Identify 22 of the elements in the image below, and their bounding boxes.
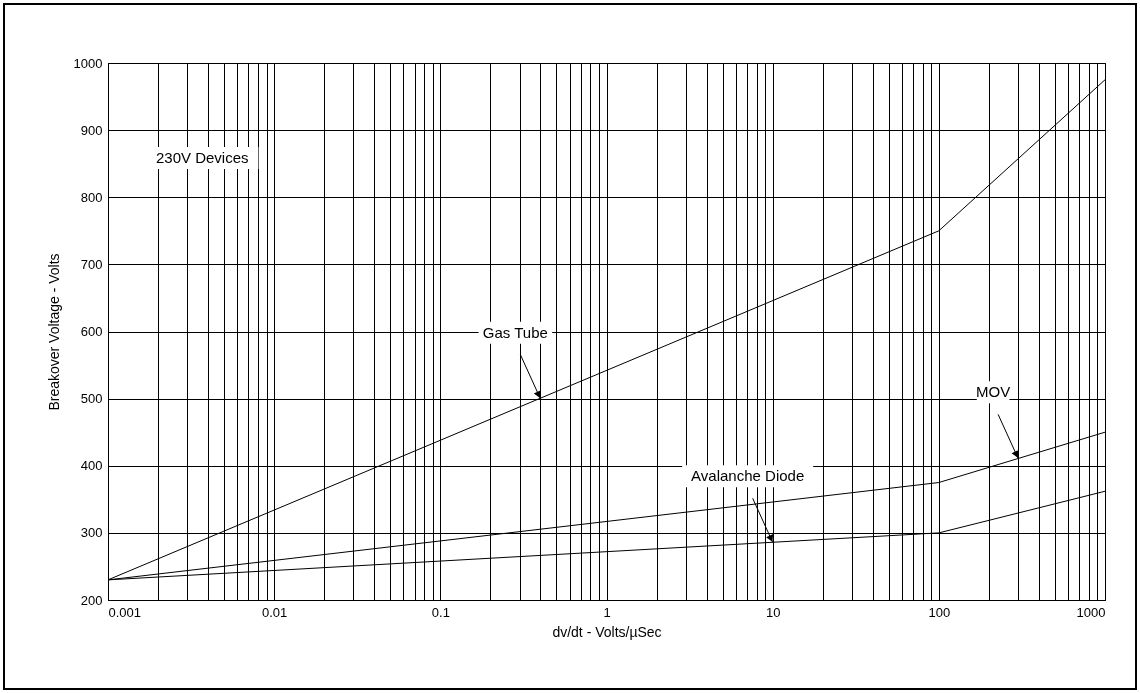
annotation: 230V Devices [156,149,249,166]
y-tick-label: 800 [80,189,103,205]
y-tick-label: 500 [80,391,103,407]
y-tick-label: 200 [80,592,103,608]
annotation: MOV [976,383,1011,401]
annotation: Avalanche Diode [691,467,805,485]
annotation: Gas Tube [482,323,548,341]
x-tick-label: 0.1 [431,604,450,620]
y-tick-label: 900 [80,122,103,138]
x-tick-label: 1000 [1076,604,1106,620]
y-tick-label: 700 [80,256,103,272]
x-tick-label: 0.001 [108,604,142,620]
x-tick-label: 0.01 [262,604,288,620]
x-tick-label: 100 [928,604,951,620]
x-tick-label: 1 [603,604,611,620]
y-tick-label: 1000 [73,55,103,71]
y-axis-title: Breakover Voltage - Volts [45,253,62,411]
y-tick-label: 600 [80,324,103,339]
y-tick-label: 400 [80,458,103,474]
y-tick-label: 300 [80,525,103,541]
x-tick-label: 10 [765,604,781,620]
x-axis-title: dv/dt - Volts/µSec [552,623,662,640]
